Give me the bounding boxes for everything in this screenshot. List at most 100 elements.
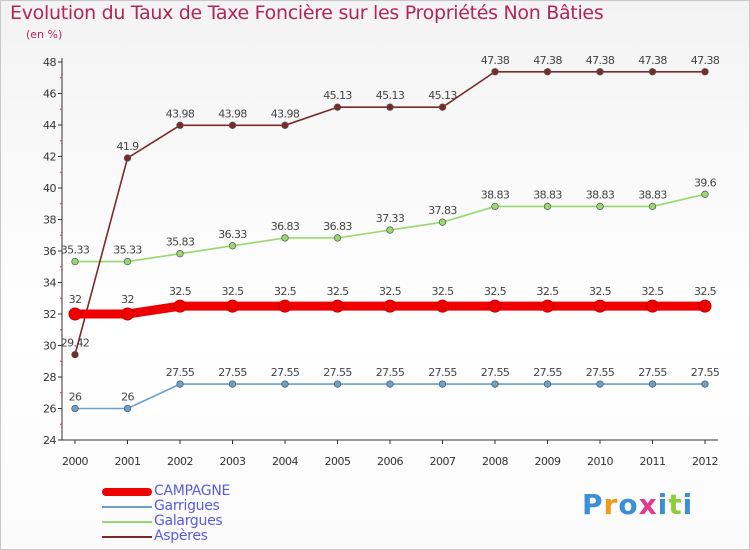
data-point <box>701 68 709 76</box>
logo-letter: P <box>582 488 604 521</box>
legend-swatch <box>102 488 152 496</box>
data-point <box>438 380 447 388</box>
data-point <box>123 404 132 413</box>
data-label: 32.5 <box>169 285 192 298</box>
data-point <box>648 380 657 388</box>
x-tick-label: 2005 <box>325 455 351 468</box>
data-label: 27.55 <box>376 366 405 379</box>
data-point <box>701 190 709 198</box>
data-label: 36.83 <box>323 220 352 233</box>
data-label: 27.55 <box>533 366 562 379</box>
data-label: 32.5 <box>536 285 559 298</box>
data-label: 32.5 <box>694 285 717 298</box>
data-point <box>543 380 552 388</box>
data-point <box>71 404 79 413</box>
x-tick-label: 2012 <box>692 455 718 468</box>
data-point <box>543 202 552 211</box>
data-label: 27.55 <box>218 366 247 379</box>
logo-letter: i <box>682 488 694 521</box>
x-tick-label: 2011 <box>640 455 666 468</box>
data-point <box>281 380 289 388</box>
data-point <box>173 299 187 313</box>
data-point <box>176 380 184 388</box>
data-label: 47.38 <box>638 54 667 67</box>
legend-label: Garrigues <box>154 498 220 514</box>
x-tick-label: 2006 <box>377 455 403 468</box>
data-point <box>226 299 239 313</box>
data-point <box>228 380 237 388</box>
data-point <box>281 121 289 129</box>
data-label: 27.55 <box>481 366 510 379</box>
data-point <box>228 242 237 250</box>
logo-letter: r <box>603 488 619 521</box>
data-label: 26 <box>69 391 82 404</box>
data-label: 32.5 <box>484 285 507 298</box>
data-point <box>386 380 394 388</box>
data-label: 27.55 <box>691 366 720 379</box>
y-tick-label: 34 <box>43 277 56 290</box>
data-label: 35.33 <box>61 244 90 257</box>
data-label: 27.55 <box>638 366 667 379</box>
y-tick-label: 36 <box>43 245 56 258</box>
logo-letter: x <box>638 488 658 521</box>
data-label: 38.83 <box>481 188 510 201</box>
data-point <box>333 234 342 242</box>
x-tick-label: 2009 <box>535 455 561 468</box>
data-label: 26 <box>121 391 134 404</box>
data-point <box>596 202 604 211</box>
data-point <box>491 380 499 388</box>
logo-letter: t <box>668 488 683 521</box>
data-point <box>383 299 397 313</box>
data-point <box>541 299 554 313</box>
data-label: 36.83 <box>271 220 300 233</box>
data-label: 47.38 <box>691 54 720 67</box>
data-point <box>438 218 447 226</box>
data-label: 45.13 <box>428 89 457 102</box>
data-label: 35.33 <box>113 244 142 257</box>
data-label: 45.13 <box>323 89 352 102</box>
x-tick-label: 2010 <box>587 455 613 468</box>
data-point <box>333 103 342 111</box>
data-label: 32.5 <box>589 285 612 298</box>
y-tick-label: 46 <box>43 88 56 101</box>
data-label: 32 <box>69 293 82 306</box>
x-tick-label: 2003 <box>220 455 246 468</box>
data-point <box>278 299 292 313</box>
data-point <box>68 307 82 321</box>
y-tick-label: 40 <box>43 182 56 195</box>
data-label: 27.55 <box>323 366 352 379</box>
data-label: 47.38 <box>533 54 562 67</box>
data-point <box>386 103 394 111</box>
data-point <box>488 299 502 313</box>
data-point <box>71 350 79 359</box>
data-label: 38.83 <box>638 188 667 201</box>
legend-swatch <box>102 506 152 508</box>
data-point <box>386 226 394 234</box>
data-point <box>491 68 499 76</box>
data-point <box>331 299 344 313</box>
data-point <box>698 299 712 313</box>
data-label: 27.55 <box>271 366 300 379</box>
data-label: 45.13 <box>376 89 405 102</box>
data-label: 43.98 <box>271 107 300 120</box>
y-tick-label: 28 <box>43 371 56 384</box>
data-label: 35.83 <box>166 236 195 249</box>
data-point <box>543 68 552 76</box>
data-point <box>648 202 657 211</box>
y-tick-label: 44 <box>43 119 56 132</box>
y-tick-label: 26 <box>43 403 56 416</box>
data-point <box>123 154 132 162</box>
data-point <box>228 121 237 129</box>
data-point <box>176 121 184 129</box>
x-tick-label: 2004 <box>272 455 298 468</box>
data-label: 43.98 <box>166 107 195 120</box>
data-point <box>281 234 289 242</box>
data-label: 32.5 <box>431 285 454 298</box>
x-tick-label: 2008 <box>482 455 508 468</box>
data-label: 47.38 <box>586 54 615 67</box>
data-point <box>123 257 132 266</box>
data-point <box>438 103 447 111</box>
data-label: 38.83 <box>533 188 562 201</box>
data-label: 32.5 <box>326 285 349 298</box>
